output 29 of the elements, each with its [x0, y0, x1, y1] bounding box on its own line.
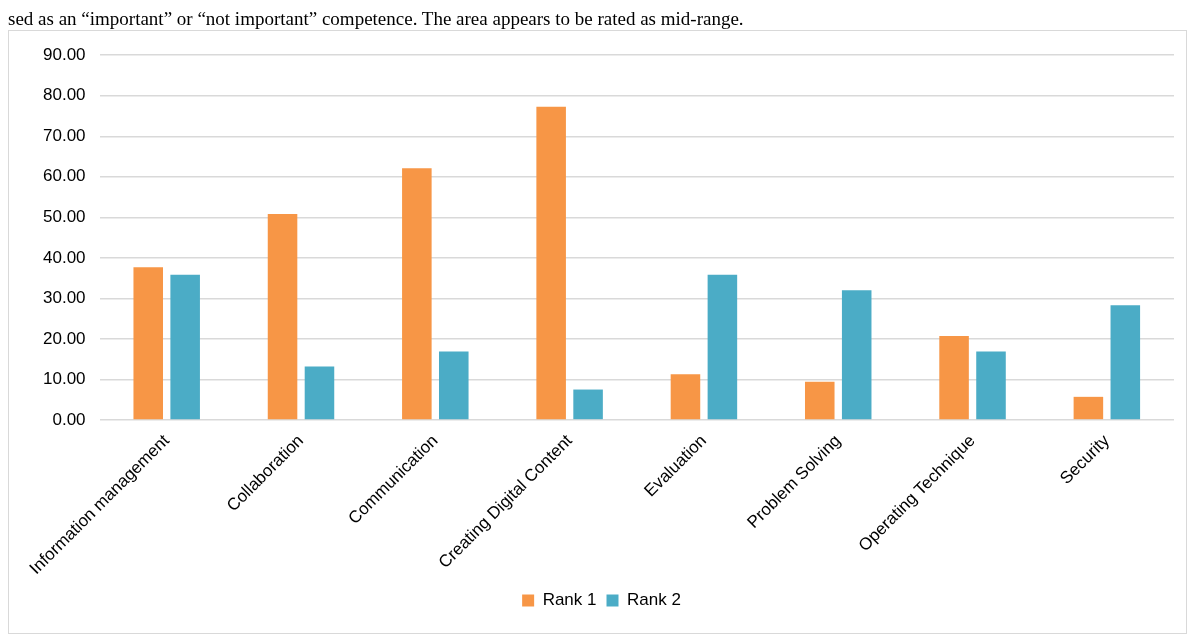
bar	[170, 274, 200, 420]
bar	[439, 351, 469, 420]
bar	[133, 267, 163, 420]
y-tick-label: 30.00	[42, 288, 86, 308]
text: sed as an “important” or “not important” competence. The area appears to be rated as mid-range.	[8, 8, 745, 30]
y-tick-label: 90.00	[42, 44, 86, 64]
bar	[841, 290, 872, 420]
bar	[976, 351, 1006, 420]
bar	[536, 106, 566, 420]
y-tick-label: 60.00	[42, 166, 86, 186]
bar	[804, 381, 835, 420]
legend-label: Rank 1	[542, 590, 597, 610]
bar	[707, 274, 738, 420]
y-tick-label: 10.00	[42, 369, 86, 389]
bar	[1073, 396, 1104, 420]
y-tick-label: 50.00	[42, 206, 86, 226]
bar	[1110, 305, 1141, 420]
legend-label: Rank 2	[627, 590, 681, 610]
bar	[939, 336, 969, 420]
bar	[402, 168, 432, 420]
bar	[670, 374, 701, 420]
y-tick-label: 40.00	[42, 247, 86, 267]
y-tick-label: 70.00	[42, 125, 86, 145]
y-tick-label: 0.00	[52, 409, 86, 429]
bar	[304, 366, 335, 420]
y-tick-label: 80.00	[42, 85, 86, 105]
y-tick-label: 20.00	[42, 328, 86, 348]
bar	[267, 214, 298, 420]
bar	[573, 389, 603, 420]
